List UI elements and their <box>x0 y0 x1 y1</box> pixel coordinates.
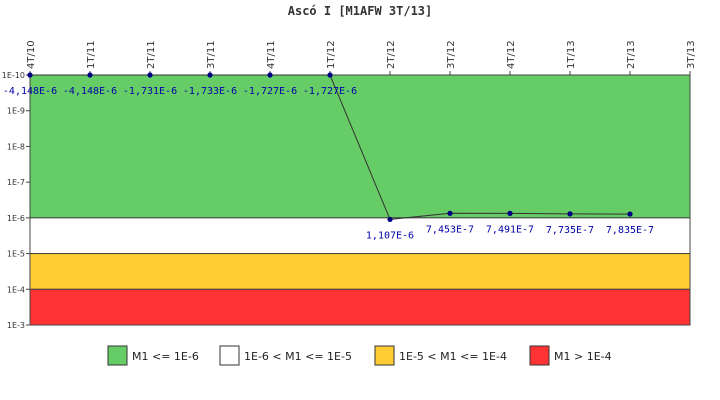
x-tick-label-8: 4T/12 <box>506 40 517 69</box>
band-1 <box>29 217 691 255</box>
data-label-10: 7,835E-7 <box>606 225 654 236</box>
legend-label-3: M1 > 1E-4 <box>554 350 612 363</box>
x-tick-label-4: 4T/11 <box>266 40 277 69</box>
data-label-9: 7,735E-7 <box>546 225 594 236</box>
data-label-2: -1,731E-6 <box>123 86 177 97</box>
data-label-4: -1,727E-6 <box>243 86 297 97</box>
y-tick-label-3: 1E-7 <box>7 178 25 187</box>
legend-swatch-0 <box>107 345 128 366</box>
data-point-5 <box>327 72 333 78</box>
data-label-1: -4,148E-6 <box>63 86 117 97</box>
legend-swatch-1 <box>219 345 240 366</box>
x-axis: 4T/10 1T/11 2T/11 3T/11 4T/11 1T/12 2T/12 3T/12… <box>26 40 697 75</box>
data-point-8 <box>507 210 513 216</box>
x-tick-label-5: 1T/12 <box>326 40 337 69</box>
y-tick-label-2: 1E-8 <box>7 142 25 151</box>
x-tick-label-11: 3T/13 <box>686 40 697 69</box>
y-tick-label-0: 1E-10 <box>2 71 25 80</box>
legend-label-0: M1 <= 1E-6 <box>132 350 199 363</box>
data-point-7 <box>447 210 453 216</box>
y-tick-label-5: 1E-5 <box>7 250 25 259</box>
data-label-7: 7,453E-7 <box>426 224 474 235</box>
legend-swatch-2 <box>374 345 395 366</box>
data-label-5: -1,727E-6 <box>303 86 357 97</box>
data-label-8: 7,491E-7 <box>486 224 534 235</box>
series-line <box>27 72 633 223</box>
band-2 <box>29 253 691 290</box>
legend-swatch-3 <box>529 345 550 366</box>
x-tick-label-7: 3T/12 <box>446 40 457 69</box>
legend: M1 <= 1E-6 1E-6 < M1 <= 1E-5 1E-5 < M1 <= … <box>107 345 612 366</box>
y-tick-label-4: 1E-6 <box>7 214 25 223</box>
y-tick-label-7: 1E-3 <box>7 321 25 330</box>
legend-label-1: 1E-6 < M1 <= 1E-5 <box>244 350 352 363</box>
x-tick-label-3: 3T/11 <box>206 40 217 69</box>
y-tick-label-6: 1E-4 <box>7 285 25 294</box>
data-label-6: 1,107E-6 <box>366 230 414 241</box>
data-point-10 <box>627 211 633 217</box>
data-point-9 <box>567 211 573 217</box>
data-point-4 <box>267 72 273 78</box>
y-tick-label-1: 1E-9 <box>7 107 25 116</box>
data-label-0: -4,148E-6 <box>3 86 57 97</box>
x-tick-label-9: 1T/13 <box>566 40 577 69</box>
threshold-bands <box>29 74 691 326</box>
chart-title: Ascó I [M1AFW 3T/13] <box>288 4 433 18</box>
data-point-3 <box>207 72 213 78</box>
x-tick-label-1: 1T/11 <box>86 40 97 69</box>
x-tick-label-2: 2T/11 <box>146 40 157 69</box>
x-tick-label-0: 4T/10 <box>26 40 37 69</box>
data-point-1 <box>87 72 93 78</box>
data-point-6 <box>387 216 393 223</box>
band-3 <box>29 288 691 326</box>
y-axis: 1E-10 1E-9 1E-8 1E-7 1E-6 1E-5 1E-4 1E-3 <box>2 71 30 330</box>
data-point-0 <box>27 72 33 78</box>
x-tick-label-6: 2T/12 <box>386 40 397 69</box>
data-point-2 <box>147 72 153 78</box>
data-labels: -4,148E-6 -4,148E-6 -1,731E-6 -1,733E-6 -1,7… <box>3 86 654 241</box>
data-label-3: -1,733E-6 <box>183 86 237 97</box>
legend-label-2: 1E-5 < M1 <= 1E-4 <box>399 350 507 363</box>
x-tick-label-10: 2T/13 <box>626 40 637 69</box>
